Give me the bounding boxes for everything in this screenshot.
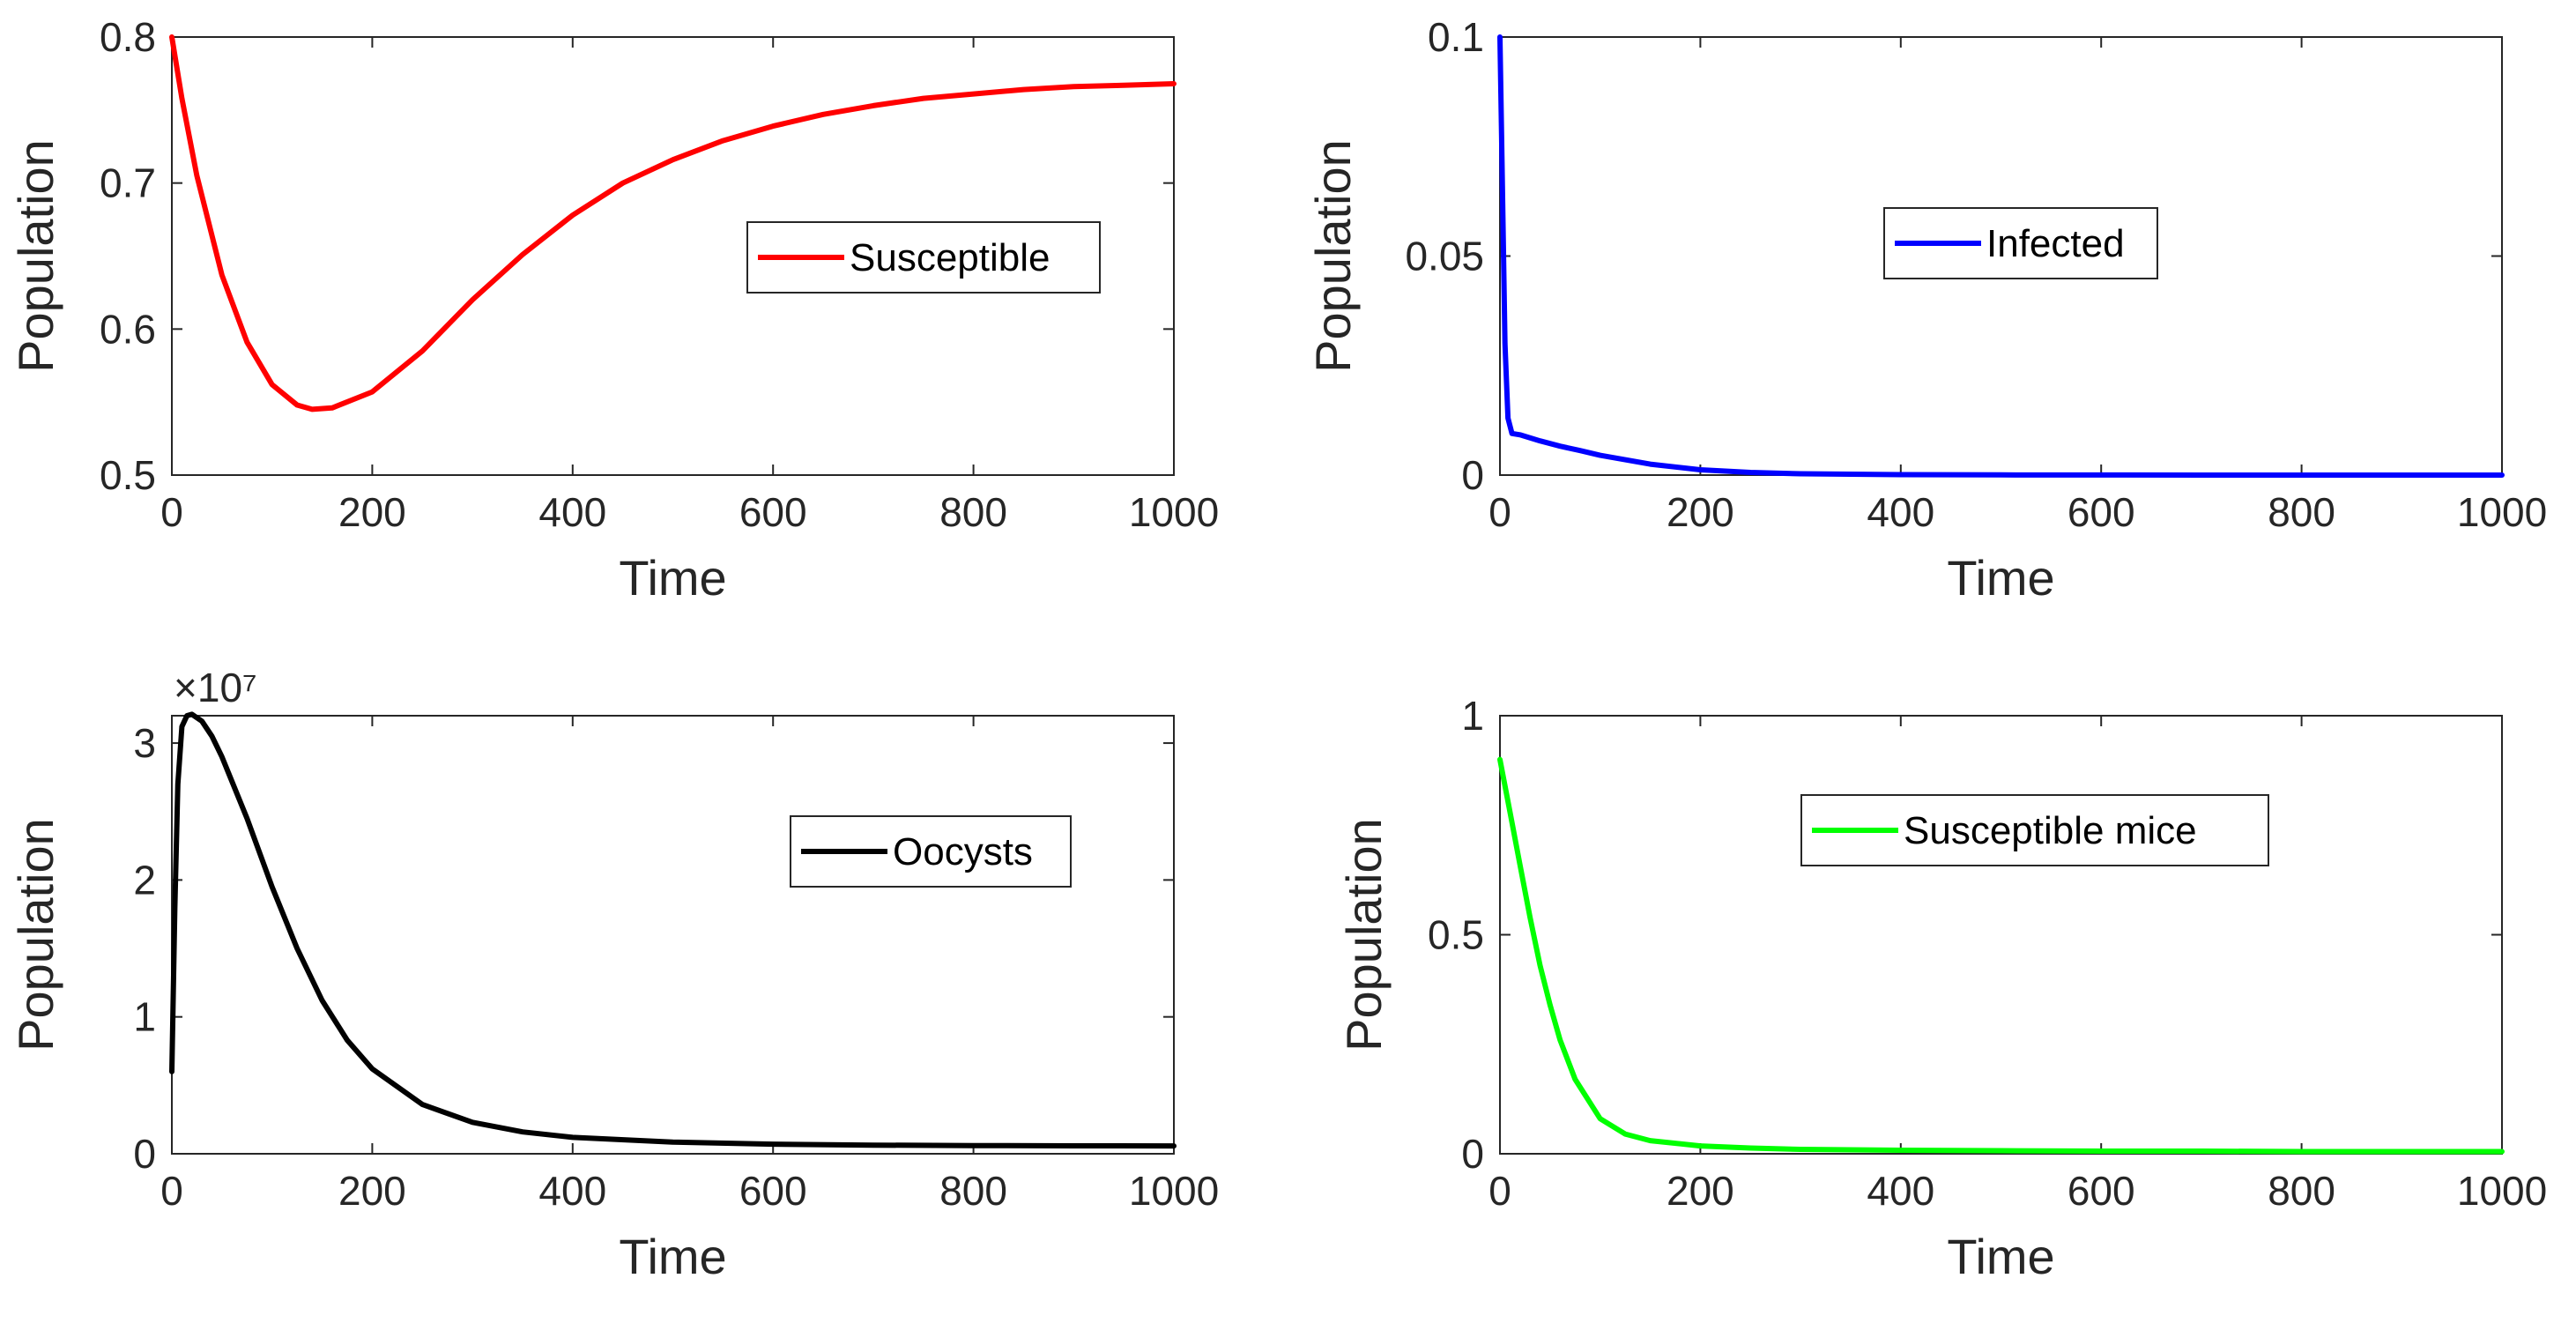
y-tick-label: 2 xyxy=(133,857,156,903)
axes-box xyxy=(1499,715,2503,1155)
x-tick-label: 1000 xyxy=(2457,489,2547,535)
x-tick-label: 0 xyxy=(160,1168,183,1214)
y-axis-label: Population xyxy=(1305,139,1361,373)
x-tick-label: 1000 xyxy=(2457,1168,2547,1214)
x-tick-label: 400 xyxy=(538,489,606,535)
y-tick-label: 0.1 xyxy=(1428,14,1484,60)
y-tick-label: 0.05 xyxy=(1405,234,1484,279)
y-axis-label: Population xyxy=(8,818,63,1052)
y-tick-label: 0.7 xyxy=(100,160,156,206)
y-axis-label: Population xyxy=(8,139,63,373)
x-tick-label: 0 xyxy=(160,489,183,535)
y-tick-label: 0 xyxy=(133,1131,156,1177)
y-tick-label: 0.6 xyxy=(100,306,156,352)
series-line-oocysts xyxy=(169,711,1177,1149)
x-tick-label: 1000 xyxy=(1129,1168,1219,1214)
x-axis-label: Time xyxy=(619,1229,726,1284)
x-tick-label: 1000 xyxy=(1129,489,1219,535)
x-tick-label: 400 xyxy=(1867,1168,1934,1214)
y-tick-label: 1 xyxy=(1461,693,1484,739)
x-tick-label: 600 xyxy=(739,1168,807,1214)
x-tick-label: 600 xyxy=(739,489,807,535)
legend-label: Susceptible xyxy=(850,236,1050,279)
y-tick-label: 0 xyxy=(1461,1131,1484,1177)
y-tick-label: 3 xyxy=(133,720,156,766)
x-tick-label: 400 xyxy=(1867,489,1934,535)
x-tick-label: 600 xyxy=(2067,1168,2135,1214)
x-tick-label: 600 xyxy=(2067,489,2135,535)
x-tick-label: 400 xyxy=(538,1168,606,1214)
x-tick-label: 800 xyxy=(939,489,1007,535)
axes-box xyxy=(171,715,1175,1155)
legend-label: Susceptible mice xyxy=(1904,809,2197,852)
x-tick-label: 800 xyxy=(2268,1168,2335,1214)
x-tick-label: 0 xyxy=(1488,1168,1511,1214)
x-tick-label: 200 xyxy=(1667,1168,1734,1214)
x-axis-label: Time xyxy=(1947,1229,2054,1284)
y-tick-label: 0.8 xyxy=(100,14,156,60)
series-line-susceptible-mice xyxy=(1497,756,2505,1155)
y-tick-label: 0.5 xyxy=(100,452,156,498)
y-axis-label: Population xyxy=(1336,818,1392,1052)
panel-susceptible-mice: 0 200 400 600 800 1000 0 0.5 1 Time Population Susc… xyxy=(1336,693,2547,1284)
y-tick-label: 0 xyxy=(1461,452,1484,498)
panel-susceptible: 0 200 400 600 800 1000 0.5 0.6 0.7 0.8 Time Populat… xyxy=(8,14,1219,606)
series-line-susceptible xyxy=(169,34,1177,413)
x-axis-label: Time xyxy=(619,550,726,606)
x-axis-label: Time xyxy=(1947,550,2054,606)
x-tick-label: 200 xyxy=(338,1168,406,1214)
y-tick-label: 0.5 xyxy=(1428,912,1484,958)
x-tick-label: 800 xyxy=(939,1168,1007,1214)
panel-infected: 0 200 400 600 800 1000 0 0.05 0.1 Time Population I… xyxy=(1305,14,2547,606)
x-tick-label: 200 xyxy=(338,489,406,535)
legend-label: Infected xyxy=(1986,222,2125,265)
x-tick-label: 800 xyxy=(2268,489,2335,535)
panel-oocysts: 0 200 400 600 800 1000 0 1 2 3 Time Population ×10⁷ O… xyxy=(8,665,1219,1284)
legend-label: Oocysts xyxy=(893,830,1033,873)
y-tick-label: 1 xyxy=(133,994,156,1040)
x-tick-label: 0 xyxy=(1488,489,1511,535)
series-line-infected xyxy=(1497,34,2505,478)
y-exponent-label: ×10⁷ xyxy=(174,665,257,710)
x-tick-label: 200 xyxy=(1667,489,1734,535)
